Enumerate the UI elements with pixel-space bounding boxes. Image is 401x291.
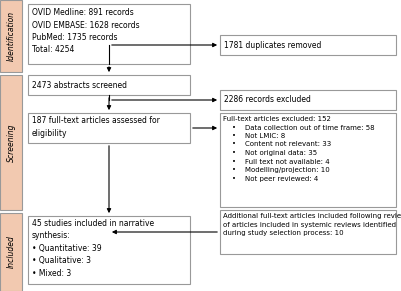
Text: Full-text articles excluded: 152
    •    Data collection out of time frame: 58
: Full-text articles excluded: 152 • Data … — [223, 116, 375, 182]
Text: Identification: Identification — [6, 11, 16, 61]
Bar — [28, 75, 190, 95]
Text: Screening: Screening — [6, 123, 16, 162]
Bar — [220, 35, 396, 55]
Text: 187 full-text articles assessed for
eligibility: 187 full-text articles assessed for elig… — [32, 116, 160, 138]
Text: OVID Medline: 891 records
OVID EMBASE: 1628 records
PubMed: 1735 records
Total: : OVID Medline: 891 records OVID EMBASE: 1… — [32, 8, 140, 54]
Text: 2473 abstracts screened: 2473 abstracts screened — [32, 81, 127, 90]
Bar — [0, 213, 22, 291]
Text: Included: Included — [6, 235, 16, 268]
Bar — [220, 113, 396, 207]
Text: Additional full-text articles included following review
of articles included in : Additional full-text articles included f… — [223, 213, 401, 236]
Bar — [28, 113, 190, 143]
Bar — [0, 75, 22, 210]
Bar — [0, 0, 22, 72]
Bar — [220, 90, 396, 110]
Bar — [28, 4, 190, 64]
Bar — [28, 216, 190, 284]
Text: 45 studies included in narrative
synthesis:
• Quantitative: 39
• Qualitative: 3
: 45 studies included in narrative synthes… — [32, 219, 154, 278]
Text: 2286 records excluded: 2286 records excluded — [224, 95, 311, 104]
Bar — [220, 210, 396, 254]
Text: 1781 duplicates removed: 1781 duplicates removed — [224, 40, 321, 49]
